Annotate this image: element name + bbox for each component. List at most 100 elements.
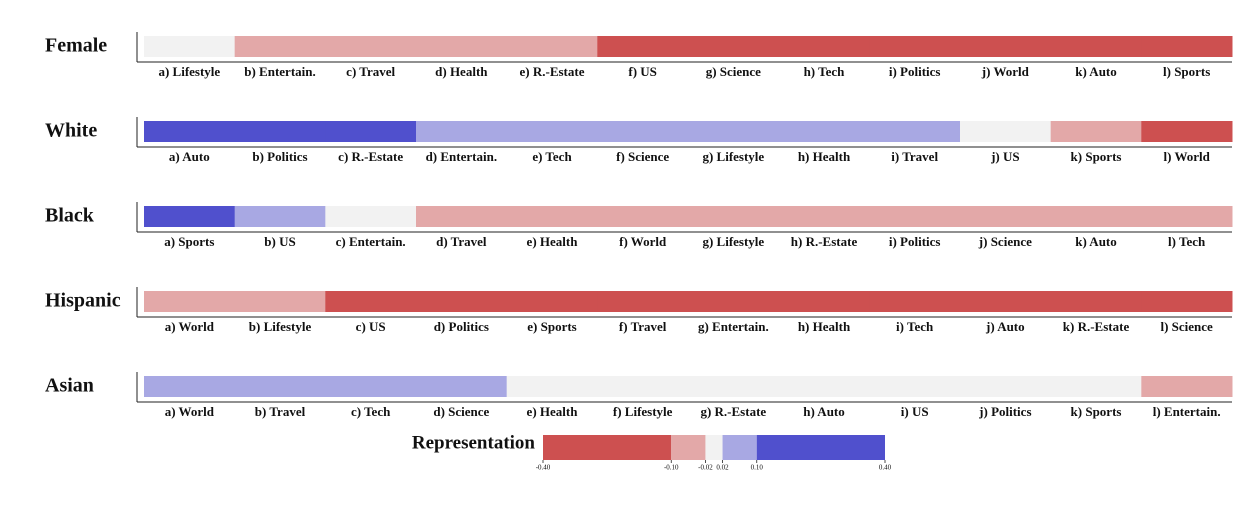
- cell: [416, 121, 508, 142]
- cell-label: e) Tech: [532, 149, 572, 164]
- cell-label: c) R.-Estate: [338, 149, 403, 164]
- row-label: Black: [45, 205, 95, 227]
- cell-label: d) Politics: [434, 319, 489, 334]
- cell: [960, 121, 1052, 142]
- cell: [1050, 121, 1142, 142]
- cell-label: j) Politics: [978, 404, 1031, 419]
- cell-label: g) Science: [706, 64, 761, 79]
- cell-label: b) US: [264, 234, 295, 249]
- cell-label: e) Health: [527, 234, 579, 249]
- cell-label: h) Tech: [804, 64, 846, 79]
- cell: [234, 291, 326, 312]
- cell: [1050, 291, 1142, 312]
- cell: [1141, 206, 1233, 227]
- cell-label: k) Auto: [1075, 234, 1117, 249]
- cell: [144, 291, 236, 312]
- cell: [597, 36, 689, 57]
- cell: [506, 36, 598, 57]
- cell: [778, 121, 870, 142]
- cell-label: f) Travel: [619, 319, 667, 334]
- cell-label: e) Sports: [527, 319, 576, 334]
- row-label: Hispanic: [45, 290, 121, 312]
- cell: [688, 291, 780, 312]
- cell-label: d) Entertain.: [426, 149, 498, 164]
- colorbar-tick-label: 0.10: [751, 464, 764, 472]
- cell-label: c) US: [356, 319, 386, 334]
- cell-label: b) Lifestyle: [249, 319, 312, 334]
- cell: [144, 36, 236, 57]
- cell: [960, 206, 1052, 227]
- cell: [144, 206, 236, 227]
- cell: [688, 376, 780, 397]
- cell-label: g) Lifestyle: [702, 234, 764, 249]
- cell: [869, 291, 961, 312]
- cell-label: a) World: [165, 404, 215, 419]
- cell-label: d) Travel: [436, 234, 487, 249]
- cell: [960, 291, 1052, 312]
- cell-label: l) Sports: [1163, 64, 1210, 79]
- cell: [325, 121, 417, 142]
- cell: [506, 291, 598, 312]
- cell: [597, 376, 689, 397]
- cell-label: h) Health: [798, 319, 851, 334]
- cell-label: k) R.-Estate: [1063, 319, 1130, 334]
- cell-label: d) Health: [435, 64, 488, 79]
- cell: [869, 36, 961, 57]
- cell-label: j) Science: [978, 234, 1032, 249]
- cell-label: k) Sports: [1071, 149, 1122, 164]
- cell: [506, 121, 598, 142]
- cell: [234, 36, 326, 57]
- cell: [1141, 291, 1233, 312]
- cell-label: i) Politics: [889, 234, 941, 249]
- cell: [1050, 36, 1142, 57]
- cell: [778, 376, 870, 397]
- cell-label: i) Tech: [896, 319, 934, 334]
- cell-label: l) Science: [1160, 319, 1213, 334]
- cell: [234, 376, 326, 397]
- cell-label: l) Tech: [1168, 234, 1206, 249]
- cell: [325, 376, 417, 397]
- colorbar-title: Representation: [412, 432, 536, 453]
- cell-label: e) R.-Estate: [520, 64, 585, 79]
- cell: [1050, 206, 1142, 227]
- cell-label: i) US: [901, 404, 929, 419]
- cell: [688, 36, 780, 57]
- cell: [416, 291, 508, 312]
- cell-label: c) Travel: [346, 64, 395, 79]
- cell: [234, 206, 326, 227]
- colorbar-segment: [756, 435, 885, 460]
- cell-label: c) Entertain.: [336, 234, 406, 249]
- cell: [597, 291, 689, 312]
- cell-label: f) US: [628, 64, 657, 79]
- cell: [597, 206, 689, 227]
- cell: [869, 206, 961, 227]
- cell-label: a) Auto: [169, 149, 210, 164]
- cell: [325, 36, 417, 57]
- cell-label: g) Lifestyle: [702, 149, 764, 164]
- colorbar-tick-label: -0.02: [698, 464, 713, 472]
- cell: [416, 36, 508, 57]
- cell: [778, 206, 870, 227]
- cell-label: i) Travel: [891, 149, 938, 164]
- cell: [144, 376, 236, 397]
- cell-label: i) Politics: [889, 64, 941, 79]
- cell: [688, 206, 780, 227]
- cell-label: b) Travel: [255, 404, 306, 419]
- cell-label: h) R.-Estate: [791, 234, 858, 249]
- colorbar-segment: [705, 435, 723, 460]
- cell-label: g) Entertain.: [698, 319, 769, 334]
- row-label: Asian: [45, 375, 94, 397]
- cell-label: l) Entertain.: [1153, 404, 1221, 419]
- row-label: White: [45, 120, 97, 142]
- cell-label: j) US: [990, 149, 1020, 164]
- cell-label: h) Auto: [803, 404, 845, 419]
- cell-label: k) Auto: [1075, 64, 1117, 79]
- cell-label: k) Sports: [1071, 404, 1122, 419]
- cell-label: l) World: [1163, 149, 1210, 164]
- cell: [778, 291, 870, 312]
- colorbar-segment: [543, 435, 672, 460]
- cell-label: b) Politics: [252, 149, 307, 164]
- cell: [144, 121, 236, 142]
- cell: [234, 121, 326, 142]
